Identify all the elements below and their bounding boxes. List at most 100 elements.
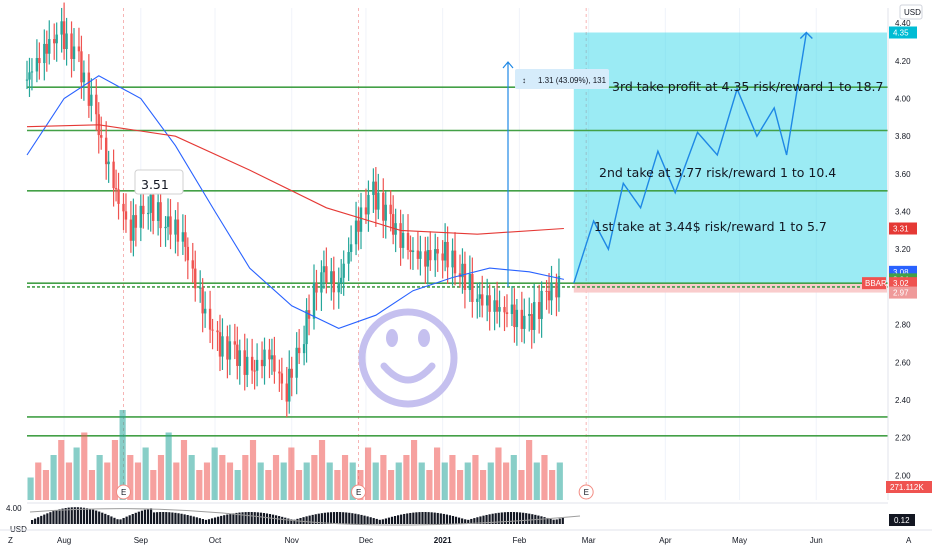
oscillator-bar bbox=[476, 517, 479, 524]
candle-body bbox=[80, 51, 83, 83]
candle-body bbox=[528, 314, 531, 316]
oscillator-bar bbox=[119, 519, 122, 524]
candle-body bbox=[38, 57, 41, 64]
oscillator-bar bbox=[204, 519, 208, 524]
price-tick-label: 3.40 bbox=[895, 208, 911, 217]
oscillator-bar bbox=[156, 512, 159, 524]
oscillator-bar bbox=[232, 513, 235, 524]
candle-body bbox=[238, 350, 241, 366]
candle-body bbox=[391, 214, 395, 235]
candle-body bbox=[399, 223, 402, 248]
oscillator-bar bbox=[506, 512, 509, 524]
time-tick-label: Nov bbox=[285, 536, 299, 545]
time-tick-label: Dec bbox=[359, 536, 373, 545]
measure-tool: 1.31 (43.09%), 131 ↕ bbox=[502, 61, 609, 287]
volume-bar bbox=[441, 462, 448, 500]
oscillator-bar bbox=[470, 518, 473, 524]
candle-body bbox=[273, 355, 276, 372]
candle-body bbox=[203, 308, 207, 314]
oscillator-bar bbox=[461, 518, 464, 524]
candle-body bbox=[441, 253, 444, 261]
candle-body bbox=[53, 39, 56, 44]
oscillator-bar bbox=[442, 513, 445, 524]
oscillator-bar bbox=[543, 517, 546, 524]
volume-bar bbox=[173, 462, 180, 500]
volume-bar bbox=[426, 470, 433, 500]
oscillator-badge bbox=[889, 514, 915, 526]
candle-body bbox=[25, 79, 29, 81]
peak-label: 3.51 bbox=[141, 177, 169, 192]
measure-arrow bbox=[502, 61, 514, 69]
oscillator-bar bbox=[49, 512, 52, 524]
candle-body bbox=[184, 232, 187, 247]
candle-body bbox=[485, 295, 489, 306]
oscillator-bar bbox=[229, 513, 232, 524]
oscillator-bar bbox=[436, 512, 439, 524]
candle-body bbox=[100, 135, 103, 138]
volume-bar bbox=[165, 432, 172, 500]
oscillator-bar bbox=[491, 513, 494, 524]
oscillator-bar bbox=[509, 512, 513, 524]
oscillator-bar bbox=[525, 513, 528, 524]
volume-bar bbox=[257, 462, 264, 500]
oscillator-bar bbox=[244, 512, 247, 524]
volume-bar bbox=[111, 440, 119, 500]
candle-body bbox=[510, 304, 514, 315]
candle-body bbox=[520, 309, 524, 329]
oscillator-bar bbox=[363, 515, 366, 524]
oscillator-bar bbox=[531, 514, 534, 524]
volume-bar bbox=[503, 462, 510, 500]
oscillator-bar bbox=[485, 514, 488, 524]
candle-body bbox=[481, 294, 484, 306]
oscillator-bar bbox=[52, 511, 55, 524]
oscillator-bar bbox=[168, 512, 171, 524]
volume-bar bbox=[326, 462, 333, 500]
oscillator-bar bbox=[558, 518, 561, 524]
oscillator-bar bbox=[143, 509, 147, 524]
tp2-label: 2nd take at 3.77 risk/reward 1 to 10.4 bbox=[599, 165, 836, 180]
oscillator-bar bbox=[451, 515, 455, 524]
oscillator-bar bbox=[418, 512, 421, 524]
volume-bar bbox=[157, 455, 165, 500]
candle-body bbox=[208, 308, 212, 330]
oscillator-bar bbox=[458, 517, 461, 524]
oscillator-bar bbox=[336, 512, 339, 524]
projected-path-line bbox=[573, 32, 808, 284]
candle-body bbox=[233, 341, 237, 345]
smiley-icon bbox=[358, 308, 458, 408]
oscillator-bar bbox=[262, 513, 265, 524]
oscillator-bar bbox=[448, 515, 452, 524]
candle-body bbox=[129, 219, 133, 241]
price-tick-label: 2.80 bbox=[895, 321, 911, 330]
candle-body bbox=[122, 203, 125, 212]
tp1-label: 1st take at 3.44$ risk/reward 1 to 5.7 bbox=[594, 219, 827, 234]
candle-body bbox=[305, 310, 308, 345]
candle-body bbox=[216, 330, 219, 333]
candle-body bbox=[505, 312, 509, 315]
oscillator-bar bbox=[345, 512, 348, 524]
candle-body bbox=[426, 250, 430, 267]
oscillator-bar bbox=[561, 517, 564, 524]
oscillator-bar bbox=[183, 514, 186, 524]
ticker-badge-label: BBAR bbox=[865, 279, 887, 288]
candle-body bbox=[186, 246, 190, 261]
candle-body bbox=[95, 94, 98, 115]
oscillator-bar bbox=[409, 512, 412, 524]
volume-bar bbox=[403, 455, 410, 500]
candle-body bbox=[523, 315, 526, 329]
volume-bar bbox=[96, 455, 103, 500]
candle-body bbox=[382, 192, 385, 221]
oscillator-bar bbox=[488, 514, 491, 524]
volume-bar bbox=[196, 470, 203, 500]
price-tick-label: 4.00 bbox=[895, 94, 911, 103]
oscillator-bar bbox=[241, 512, 244, 524]
oscillator-bar bbox=[210, 518, 214, 524]
oscillator-bar bbox=[540, 516, 543, 524]
oscillator-bar bbox=[101, 512, 104, 524]
price-tick-label: 2.40 bbox=[895, 396, 911, 405]
volume-bar bbox=[395, 462, 402, 500]
oscillator-bar bbox=[305, 516, 308, 524]
candle-body bbox=[236, 344, 239, 366]
annotations: 3.51 3rd take profit at 4.35 risk/reward … bbox=[115, 79, 883, 500]
